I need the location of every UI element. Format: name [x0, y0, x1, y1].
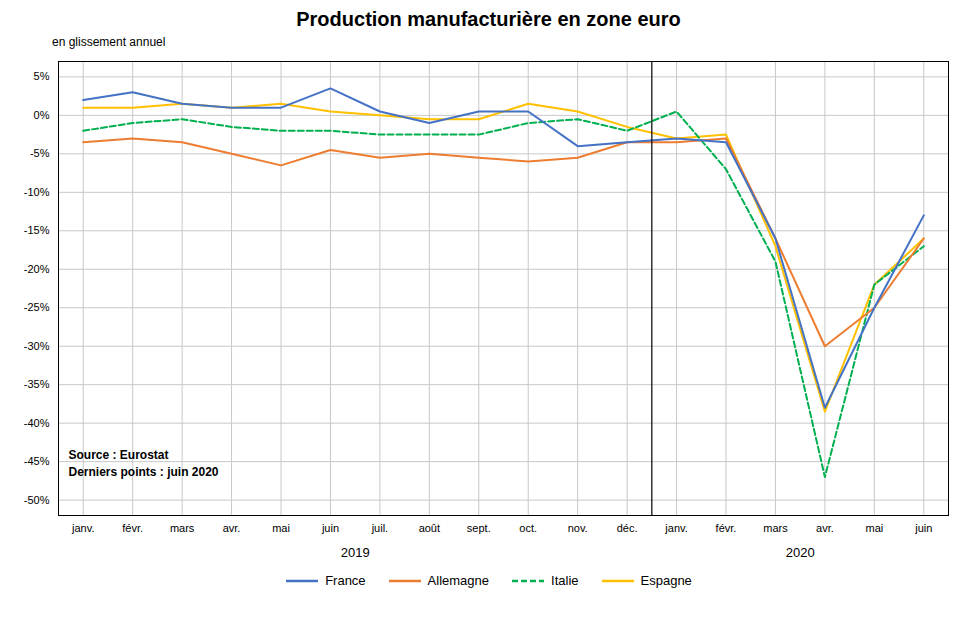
svg-text:mai: mai [865, 522, 883, 534]
html-text:Production manufacturière en z: Production manufacturière en zone euro [296, 8, 681, 30]
svg-text:-10%: -10% [24, 186, 50, 198]
svg-text:juin: juin [914, 522, 932, 534]
svg-text:août: août [419, 522, 440, 534]
svg-text:-20%: -20% [24, 263, 50, 275]
svg-text:févr.: févr. [122, 522, 143, 534]
svg-text:avr.: avr. [223, 522, 241, 534]
svg-text:mai: mai [272, 522, 290, 534]
svg-text:0%: 0% [34, 109, 50, 121]
html-text:en glissement annuel: en glissement annuel [52, 35, 166, 49]
svg-text:2020: 2020 [786, 545, 815, 560]
svg-text:sept.: sept. [467, 522, 491, 534]
svg-text:févr.: févr. [716, 522, 737, 534]
svg-text:Source : EurostatDerniers poin: Source : EurostatDerniers points : juin … [69, 448, 219, 479]
svg-text:5%: 5% [34, 70, 50, 82]
svg-text:-5%: -5% [30, 147, 50, 159]
svg-text:-40%: -40% [24, 417, 50, 429]
svg-text:-25%: -25% [24, 301, 50, 313]
svg-text:janv.: janv. [664, 522, 687, 534]
svg-text:mars: mars [170, 522, 195, 534]
svg-text:-35%: -35% [24, 378, 50, 390]
html-text:France: France [325, 573, 366, 588]
svg-text:mars: mars [763, 522, 788, 534]
svg-text:-50%: -50% [24, 494, 50, 506]
svg-text:janv.: janv. [71, 522, 94, 534]
svg-text:2019: 2019 [341, 545, 370, 560]
svg-text:-30%: -30% [24, 340, 50, 352]
svg-text:oct.: oct. [519, 522, 537, 534]
svg-text:avr.: avr. [816, 522, 834, 534]
svg-text:juil.: juil. [371, 522, 389, 534]
svg-text:-15%: -15% [24, 224, 50, 236]
svg-text:-45%: -45% [24, 455, 50, 467]
html-text:Allemagne: Allemagne [427, 573, 489, 588]
svg-text:juin: juin [321, 522, 339, 534]
html-text:Espagne: Espagne [640, 573, 692, 588]
svg-text:nov.: nov. [568, 522, 588, 534]
svg-text:déc.: déc. [617, 522, 638, 534]
html-text:Italie: Italie [551, 573, 579, 588]
